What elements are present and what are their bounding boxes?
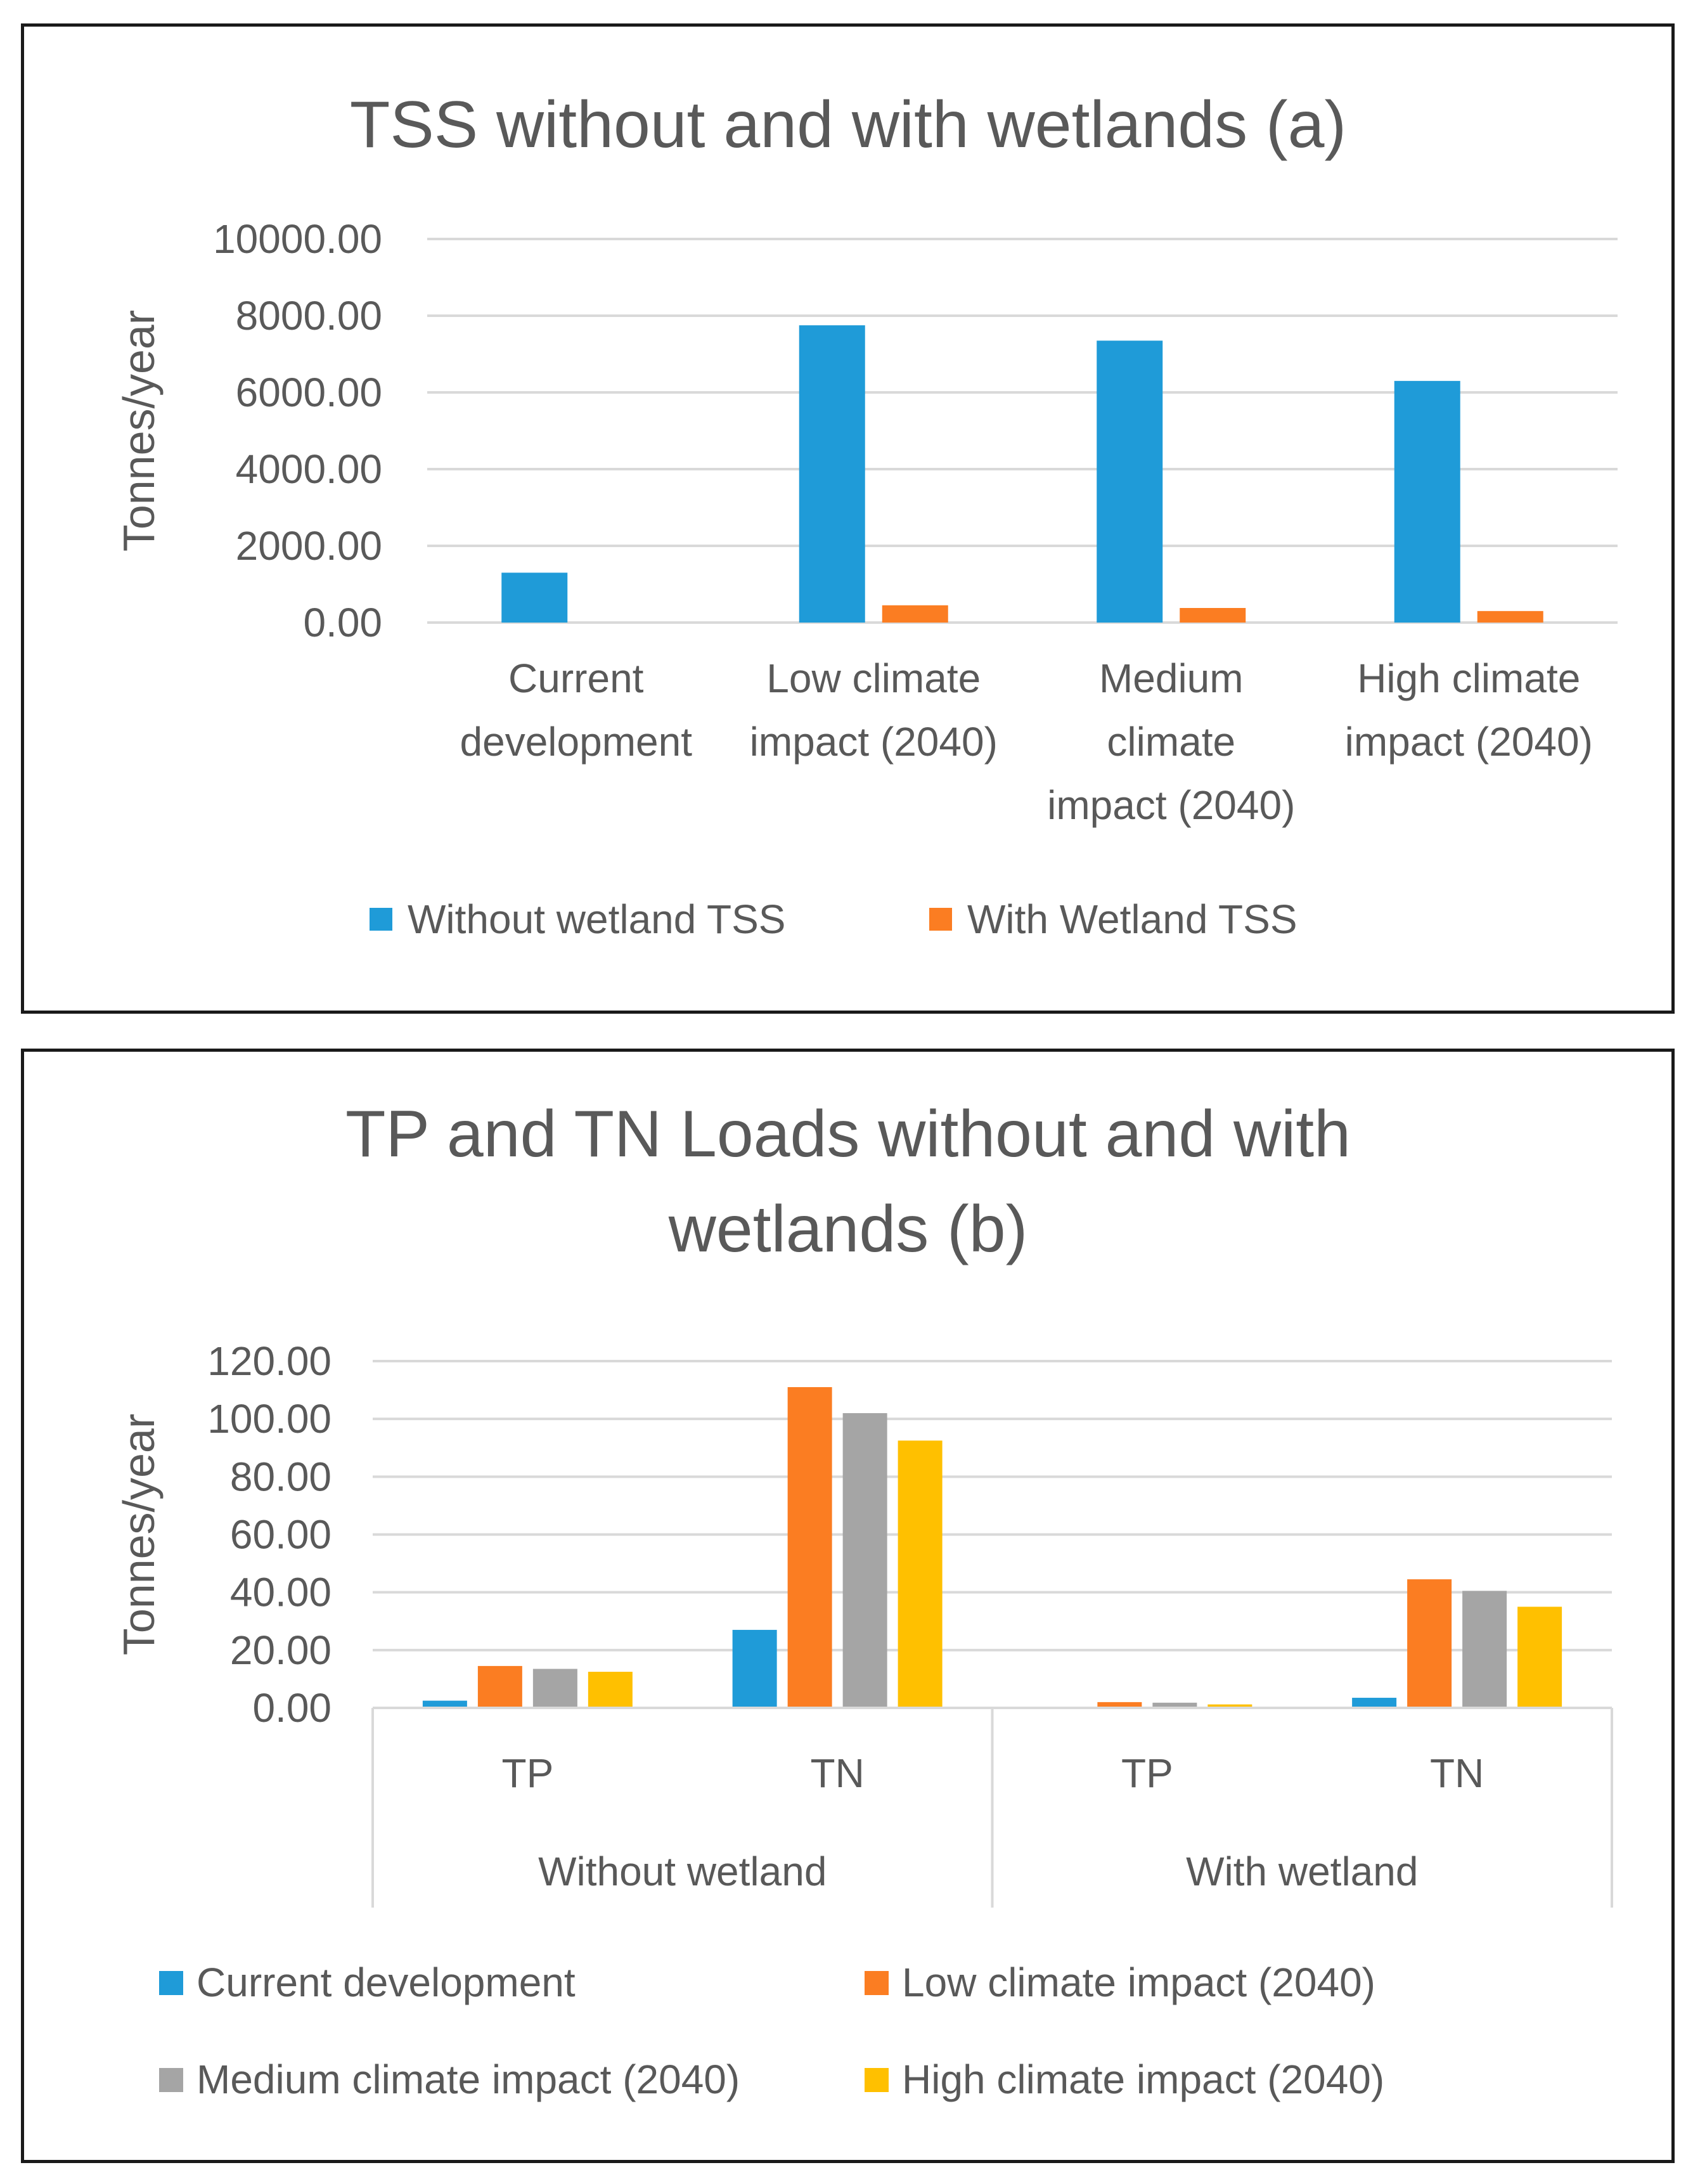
legend-label: Without wetland TSS [408, 896, 785, 942]
x-category-label: TP [1121, 1750, 1173, 1796]
chart-title: TP and TN Loads without and with [345, 1097, 1351, 1171]
x-category-label: impact (2040) [1047, 782, 1295, 828]
legend-label: Current development [196, 1960, 576, 2005]
bar-series-0-cat-2 [1097, 340, 1163, 623]
chart-b-frame: TP and TN Loads without and with wetlands… [21, 1049, 1675, 2163]
x-category-label: High climate [1357, 656, 1580, 701]
x-category-label: impact (2040) [750, 719, 998, 765]
legend-swatch [159, 2068, 183, 2092]
bar-series-3-cat-3 [1517, 1606, 1562, 1708]
chart-title: TSS without and with wetlands (a) [350, 88, 1346, 162]
legend-swatch [159, 1971, 183, 1995]
y-tick-label: 0.00 [252, 1685, 332, 1731]
legend-swatch [865, 1971, 889, 1995]
bar-series-3-cat-1 [898, 1440, 943, 1708]
legend-swatch [370, 908, 392, 931]
bar-series-0-cat-1 [732, 1629, 777, 1708]
bar-series-2-cat-0 [532, 1669, 577, 1708]
chart-title: wetlands (b) [668, 1192, 1027, 1266]
chart-a-frame: TSS without and with wetlands (a) 0.00 200… [21, 23, 1675, 1014]
x-category-label: Medium [1099, 656, 1244, 701]
x-category-label: development [460, 719, 693, 765]
bar-series-0-cat-0 [501, 572, 568, 623]
y-tick-label: 2000.00 [236, 523, 382, 569]
bar-series-0-cat-3 [1352, 1698, 1397, 1708]
bar-series-1-cat-3 [1477, 611, 1543, 623]
legend-label: Low climate impact (2040) [902, 1960, 1375, 2005]
x-category-label: Current [508, 656, 644, 701]
legend-swatch [929, 908, 952, 931]
bar-series-0-cat-0 [422, 1700, 467, 1708]
bar-series-1-cat-2 [1180, 608, 1246, 623]
y-tick-label: 4000.00 [236, 446, 382, 492]
bar-series-1-cat-1 [787, 1387, 832, 1708]
y-tick-label: 10000.00 [213, 216, 382, 262]
bar-series-1-cat-1 [882, 605, 948, 623]
y-axis-label: Tonnes/year [114, 1414, 164, 1655]
bar-series-3-cat-2 [1207, 1704, 1252, 1708]
x-group-label: Without wetland [538, 1849, 827, 1894]
y-tick-label: 0.00 [303, 600, 382, 645]
y-tick-label: 80.00 [230, 1454, 332, 1499]
bar-series-1-cat-3 [1407, 1579, 1452, 1708]
legend-swatch [865, 2068, 889, 2092]
bar-series-2-cat-2 [1152, 1702, 1197, 1708]
x-category-label: impact (2040) [1345, 719, 1593, 765]
bar-series-0-cat-3 [1394, 380, 1460, 623]
bar-series-1-cat-2 [1097, 1702, 1142, 1708]
y-tick-label: 120.00 [207, 1338, 332, 1384]
x-category-label: TN [1430, 1750, 1484, 1796]
y-axis-label: Tonnes/year [114, 310, 164, 552]
bar-series-1-cat-0 [477, 1665, 522, 1708]
y-tick-label: 100.00 [207, 1396, 332, 1442]
y-tick-label: 20.00 [230, 1627, 332, 1673]
chart-b: TP and TN Loads without and with wetlands… [114, 1097, 1613, 2102]
legend-label: With Wetland TSS [967, 896, 1297, 942]
y-tick-label: 60.00 [230, 1512, 332, 1558]
bar-series-2-cat-1 [842, 1413, 887, 1708]
y-tick-label: 40.00 [230, 1570, 332, 1615]
x-category-label: Low climate [766, 656, 981, 701]
legend-label: Medium climate impact (2040) [196, 2057, 740, 2102]
y-tick-label: 8000.00 [236, 293, 382, 339]
x-group-label: With wetland [1186, 1849, 1418, 1894]
x-category-label: climate [1107, 719, 1235, 765]
chart-a: TSS without and with wetlands (a) 0.00 200… [114, 88, 1618, 942]
bar-series-0-cat-1 [799, 325, 865, 623]
x-category-label: TN [810, 1750, 864, 1796]
bar-series-3-cat-0 [588, 1672, 633, 1708]
y-tick-label: 6000.00 [236, 370, 382, 415]
legend-label: High climate impact (2040) [902, 2057, 1384, 2102]
x-category-label: TP [501, 1750, 553, 1796]
bar-series-2-cat-3 [1462, 1591, 1507, 1708]
